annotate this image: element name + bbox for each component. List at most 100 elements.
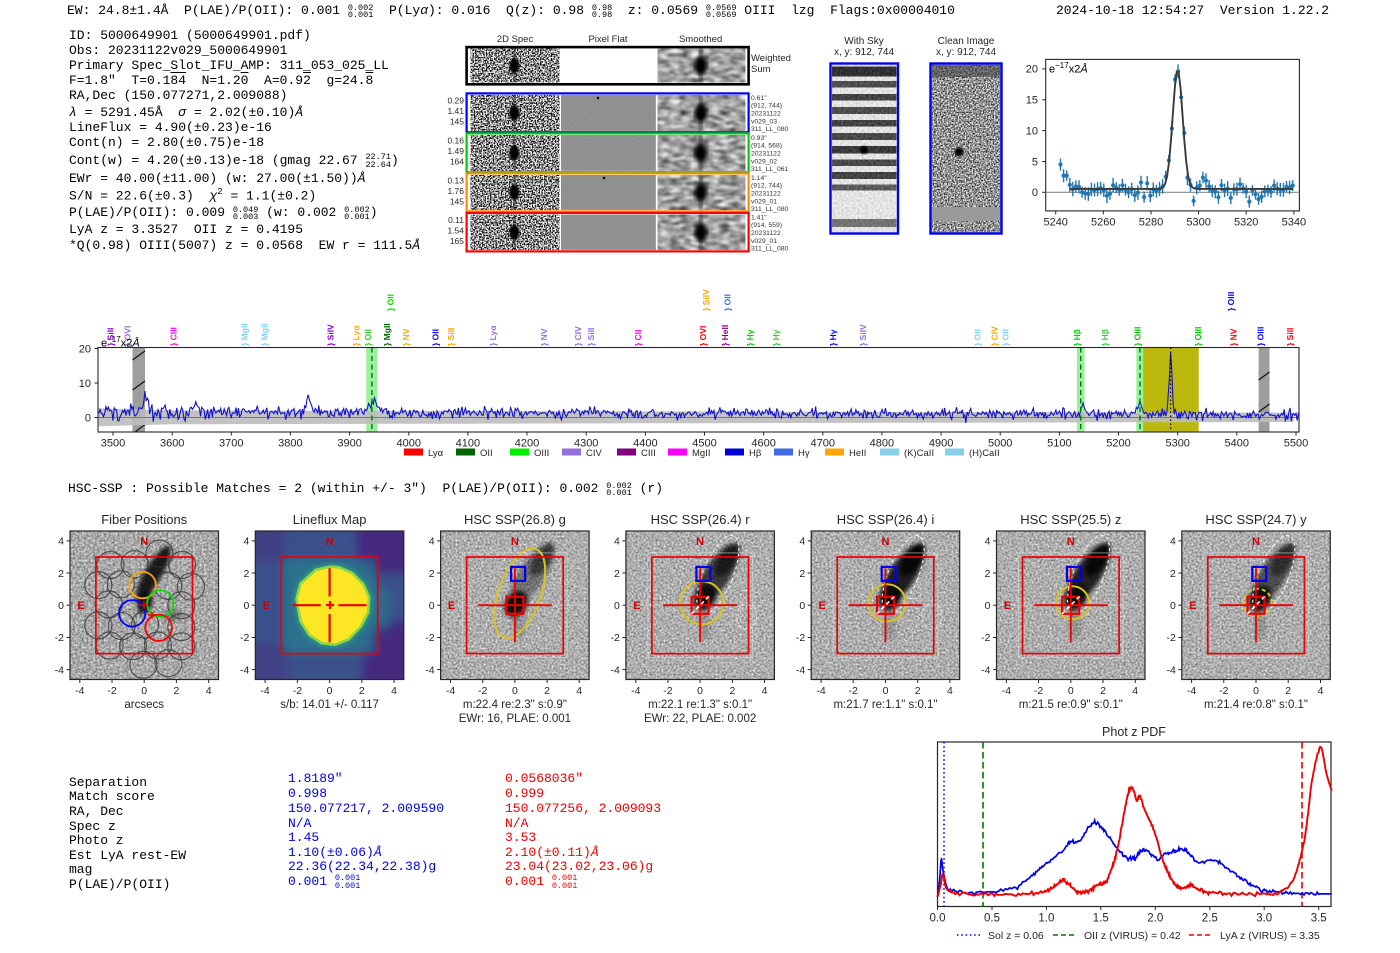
svg-text:5400: 5400 <box>1225 438 1249 450</box>
svg-text:E: E <box>263 600 270 612</box>
svg-text:4000: 4000 <box>397 438 421 450</box>
svg-text:E: E <box>1004 600 1011 612</box>
svg-text:Smoothed: Smoothed <box>679 34 722 45</box>
svg-text:} OII: } OII <box>973 329 983 346</box>
svg-text:E: E <box>819 600 826 612</box>
svg-text:} OII: } OII <box>363 329 373 346</box>
svg-text:0: 0 <box>243 600 249 612</box>
svg-text:Phot z PDF: Phot z PDF <box>1102 725 1166 739</box>
svg-text:1.54: 1.54 <box>447 225 464 235</box>
svg-text:-2: -2 <box>55 632 64 644</box>
svg-text:4400: 4400 <box>633 438 657 450</box>
svg-text:Lyα: Lyα <box>428 448 444 459</box>
svg-text:m:21.5 re:0.9" s:0.1": m:21.5 re:0.9" s:0.1" <box>1019 699 1123 711</box>
svg-text:20: 20 <box>1026 64 1038 76</box>
svg-text:0.5: 0.5 <box>984 913 1000 925</box>
svg-text:1.41": 1.41" <box>751 214 767 221</box>
svg-text:Sum: Sum <box>751 64 771 75</box>
svg-text:5500: 5500 <box>1284 438 1308 450</box>
svg-text:-4: -4 <box>981 664 990 676</box>
svg-text:0: 0 <box>85 412 91 424</box>
svg-text:20: 20 <box>79 343 91 355</box>
svg-text:-4: -4 <box>1187 685 1196 697</box>
svg-text:} Lyα: } Lyα <box>351 325 361 346</box>
svg-text:311_LL_080: 311_LL_080 <box>751 126 789 133</box>
svg-text:Weighted: Weighted <box>751 53 791 64</box>
svg-text:-2: -2 <box>293 685 302 697</box>
svg-text:4: 4 <box>58 536 64 548</box>
svg-text:2.0: 2.0 <box>1147 913 1163 925</box>
svg-text:0.29: 0.29 <box>447 95 464 105</box>
svg-text:HSC SSP(26.4) i: HSC SSP(26.4) i <box>837 512 935 527</box>
svg-text:LyA z (VIRUS) = 3.35: LyA z (VIRUS) = 3.35 <box>1220 930 1320 942</box>
svg-text:2: 2 <box>1285 685 1291 697</box>
svg-text:1.49: 1.49 <box>447 146 464 156</box>
svg-text:} CII: } CII <box>633 329 643 346</box>
svg-text:} OVI: } OVI <box>698 326 708 346</box>
svg-text:-4: -4 <box>1166 664 1175 676</box>
svg-text:} OII: } OII <box>723 294 733 311</box>
svg-text:-2: -2 <box>1034 685 1043 697</box>
svg-text:} Lyα: } Lyα <box>488 325 498 346</box>
svg-text:0.16: 0.16 <box>447 135 464 145</box>
svg-text:4800: 4800 <box>870 438 894 450</box>
svg-text:m:22.1 re:1.3" s:0.1": m:22.1 re:1.3" s:0.1" <box>648 699 752 711</box>
svg-text:HeII: HeII <box>849 448 866 459</box>
svg-text:0: 0 <box>141 685 147 697</box>
svg-text:} OIII: } OIII <box>1193 327 1203 346</box>
svg-text:-4: -4 <box>260 685 269 697</box>
svg-text:-2: -2 <box>1219 685 1228 697</box>
svg-text:0: 0 <box>429 600 435 612</box>
svg-text:} Hβ: } Hβ <box>1072 329 1082 346</box>
svg-text:5280: 5280 <box>1139 217 1163 229</box>
svg-text:20231122: 20231122 <box>751 111 781 118</box>
svg-text:4900: 4900 <box>929 438 953 450</box>
svg-text:0: 0 <box>614 600 620 612</box>
svg-text:4: 4 <box>1170 536 1176 548</box>
svg-text:v029_02: v029_02 <box>751 158 777 165</box>
svg-text:} Hγ: } Hγ <box>828 329 838 346</box>
svg-text:(912, 744): (912, 744) <box>751 103 782 110</box>
svg-text:EWr: 22, PLAE: 0.002: EWr: 22, PLAE: 0.002 <box>644 713 756 725</box>
svg-text:Fiber Positions: Fiber Positions <box>101 512 187 527</box>
svg-text:10: 10 <box>79 378 91 390</box>
svg-text:} OII: } OII <box>1001 329 1011 346</box>
svg-text:4500: 4500 <box>692 438 716 450</box>
svg-text:v029_01: v029_01 <box>751 238 777 245</box>
svg-text:} MgII: } MgII <box>239 323 249 346</box>
svg-text:HSC SSP(26.8) g: HSC SSP(26.8) g <box>464 512 566 527</box>
svg-text:0: 0 <box>58 600 64 612</box>
svg-text:1.0: 1.0 <box>1038 913 1054 925</box>
svg-text:0.13: 0.13 <box>447 175 464 185</box>
svg-text:4700: 4700 <box>811 438 835 450</box>
svg-text:E: E <box>448 600 455 612</box>
svg-text:N: N <box>140 536 148 548</box>
svg-text:(912, 744): (912, 744) <box>751 183 782 190</box>
svg-text:311_LL_080: 311_LL_080 <box>751 206 789 213</box>
svg-text:5320: 5320 <box>1234 217 1258 229</box>
svg-text:3600: 3600 <box>160 438 184 450</box>
svg-text:1.5: 1.5 <box>1093 913 1109 925</box>
svg-text:} Hγ: } Hγ <box>745 329 755 346</box>
svg-text:Pixel Flat: Pixel Flat <box>588 34 627 45</box>
svg-text:2: 2 <box>429 568 435 580</box>
svg-text:CIII: CIII <box>641 448 656 459</box>
svg-text:4: 4 <box>1318 685 1324 697</box>
svg-text:15: 15 <box>1026 95 1038 107</box>
svg-text:5300: 5300 <box>1165 438 1189 450</box>
svg-text:Lineflux Map: Lineflux Map <box>293 512 367 527</box>
svg-text:3500: 3500 <box>101 438 125 450</box>
svg-text:-2: -2 <box>478 685 487 697</box>
svg-text:-4: -4 <box>55 664 64 676</box>
svg-text:OII: OII <box>480 448 493 459</box>
svg-text:} SiII: } SiII <box>106 328 116 346</box>
svg-text:E: E <box>633 600 640 612</box>
svg-text:-4: -4 <box>75 685 84 697</box>
svg-text:2: 2 <box>799 568 805 580</box>
svg-text:-2: -2 <box>663 685 672 697</box>
svg-text:MgII: MgII <box>692 448 710 459</box>
svg-text:4: 4 <box>206 685 212 697</box>
svg-text:1.76: 1.76 <box>447 186 464 196</box>
svg-text:2: 2 <box>173 685 179 697</box>
svg-text:0: 0 <box>799 600 805 612</box>
